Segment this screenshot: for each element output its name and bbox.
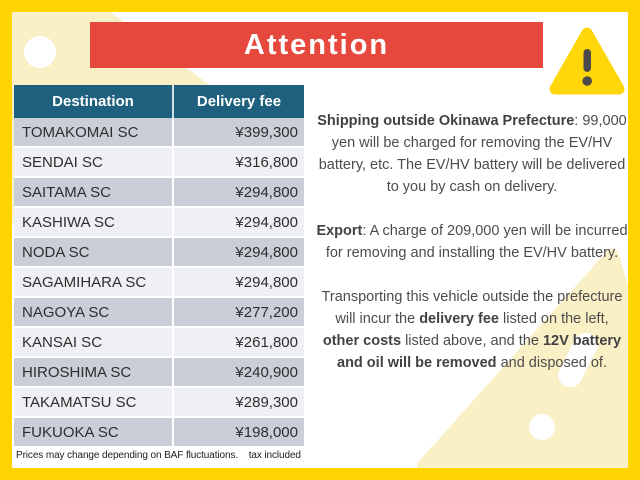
- destination-cell: TAKAMATSU SC: [14, 388, 174, 416]
- table-row: TAKAMATSU SC ¥289,300: [14, 388, 304, 418]
- fee-cell: ¥294,800: [174, 268, 304, 296]
- fee-cell: ¥294,800: [174, 178, 304, 206]
- destination-header: Destination: [14, 85, 174, 118]
- fee-cell: ¥399,300: [174, 118, 304, 146]
- table-row: NAGOYA SC ¥277,200: [14, 298, 304, 328]
- fee-cell: ¥294,800: [174, 238, 304, 266]
- warning-triangle-icon: [549, 27, 625, 95]
- fee-cell: ¥198,000: [174, 418, 304, 446]
- table-row: SAITAMA SC ¥294,800: [14, 178, 304, 208]
- destination-cell: SAGAMIHARA SC: [14, 268, 174, 296]
- poster-content: Attention Destination Delivery fee TOMAK…: [12, 12, 628, 468]
- destination-cell: SAITAMA SC: [14, 178, 174, 206]
- table-row: TOMAKOMAI SC ¥399,300: [14, 118, 304, 148]
- table-row: FUKUOKA SC ¥198,000: [14, 418, 304, 448]
- delivery-fee-table: Destination Delivery fee TOMAKOMAI SC ¥39…: [14, 85, 304, 448]
- destination-cell: NAGOYA SC: [14, 298, 174, 326]
- table-header-row: Destination Delivery fee: [14, 85, 304, 118]
- destination-cell: KANSAI SC: [14, 328, 174, 356]
- destination-cell: FUKUOKA SC: [14, 418, 174, 446]
- fee-table-body: TOMAKOMAI SC ¥399,300 SENDAI SC ¥316,800 SAI…: [14, 118, 304, 448]
- watermark-exclamation-dot-bottom-right-icon: [529, 414, 555, 440]
- attention-banner: Attention: [90, 22, 543, 68]
- destination-cell: KASHIWA SC: [14, 208, 174, 236]
- table-row: KANSAI SC ¥261,800: [14, 328, 304, 358]
- delivery-fee-header: Delivery fee: [196, 93, 282, 110]
- fee-cell: ¥316,800: [174, 148, 304, 176]
- table-row: KASHIWA SC ¥294,800: [14, 208, 304, 238]
- fee-cell: ¥289,300: [174, 388, 304, 416]
- notice-paragraph: Export: A charge of 209,000 yen will be …: [316, 223, 628, 261]
- destination-cell: NODA SC: [14, 238, 174, 266]
- fee-cell: ¥261,800: [174, 328, 304, 356]
- destination-cell: SENDAI SC: [14, 148, 174, 176]
- notice-text: Shipping outside Okinawa Prefecture: 99,…: [316, 110, 628, 396]
- fee-cell: ¥294,800: [174, 208, 304, 236]
- table-footnote: Prices may change depending on BAF fluct…: [16, 450, 301, 461]
- exclamation-dot-icon: [582, 76, 592, 86]
- table-row: NODA SC ¥294,800: [14, 238, 304, 268]
- table-row: HIROSHIMA SC ¥240,900: [14, 358, 304, 388]
- table-row: SAGAMIHARA SC ¥294,800: [14, 268, 304, 298]
- exclamation-bar-icon: [583, 49, 591, 72]
- destination-cell: HIROSHIMA SC: [14, 358, 174, 386]
- table-row: SENDAI SC ¥316,800: [14, 148, 304, 178]
- banner-title: Attention: [243, 28, 390, 61]
- notice-paragraph: Shipping outside Okinawa Prefecture: 99,…: [317, 113, 627, 195]
- notice-paragraph: Transporting this vehicle outside the pr…: [321, 289, 623, 371]
- destination-cell: TOMAKOMAI SC: [14, 118, 174, 146]
- fee-cell: ¥277,200: [174, 298, 304, 326]
- fee-cell: ¥240,900: [174, 358, 304, 386]
- watermark-exclamation-dot-top-left-icon: [24, 36, 56, 68]
